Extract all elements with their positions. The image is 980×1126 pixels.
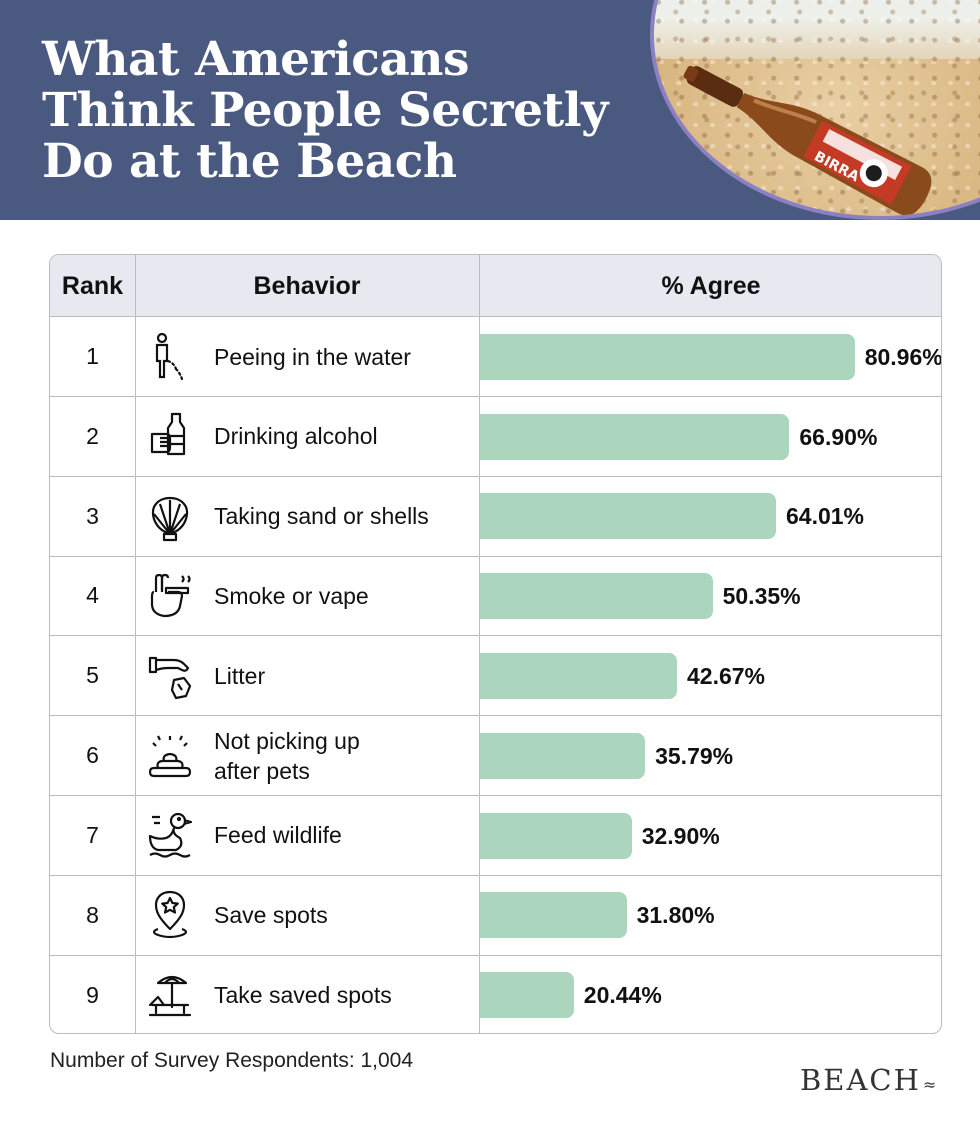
agree-bar — [479, 972, 574, 1019]
agree-value-label: 35.79% — [655, 742, 734, 769]
table-row: 9 Take saved spots 20.44% — [50, 955, 941, 1033]
behavior-label: Take saved spots — [214, 982, 392, 1009]
rank-cell: 2 — [86, 422, 99, 449]
column-header-agree: % Agree — [661, 272, 761, 300]
title-line-3: Do at the Beach — [42, 134, 457, 189]
page-title: What Americans Think People Secretly Do … — [42, 34, 642, 187]
agree-bar — [479, 333, 855, 380]
agree-bar — [479, 653, 677, 700]
column-divider-behavior — [479, 255, 480, 1033]
seashell-icon — [148, 489, 192, 543]
table-row: 8 Save spots 31.80% — [50, 876, 941, 956]
agree-value-label: 42.67% — [687, 663, 766, 690]
agree-bar — [479, 413, 790, 460]
beach-logo: BEACH ≈ — [800, 1063, 936, 1097]
behavior-label: Save spots — [214, 902, 328, 929]
rank-cell: 5 — [86, 662, 99, 689]
pet-waste-icon — [148, 729, 192, 783]
title-line-1: What Americans — [42, 32, 469, 87]
table-row: 6 Not picking up after pets 35.79% — [50, 716, 941, 796]
column-header-rank: Rank — [61, 272, 124, 300]
agree-value-label: 20.44% — [583, 982, 662, 1009]
hand-cigarette-icon — [148, 569, 192, 623]
table-row: 1 Peeing in the water 80.96% — [50, 317, 941, 397]
title-line-2: Think People Secretly — [42, 83, 608, 138]
agree-bar — [479, 493, 776, 540]
agree-bar — [479, 732, 646, 779]
behavior-label: Smoke or vape — [214, 582, 369, 609]
behavior-label: Litter — [214, 662, 266, 689]
agree-value-label: 80.96% — [864, 343, 942, 370]
duck-icon — [148, 808, 193, 862]
table-row: 3 Taking sand or shells 64.01% — [50, 477, 941, 557]
wave-icon: ≈ — [922, 1075, 937, 1094]
column-divider-rank — [135, 255, 136, 1033]
respondents-note: Number of Survey Respondents: 1,004 — [50, 1049, 414, 1072]
table-row: 5 Litter 42.67% — [50, 636, 941, 717]
sea-water — [654, 0, 980, 59]
agree-value-label: 64.01% — [786, 503, 865, 530]
logo-text: BEACH — [800, 1063, 921, 1097]
behavior-table: Rank Behavior % Agree 1 Peeing in the wat… — [49, 254, 942, 1034]
agree-value-label: 31.80% — [636, 902, 715, 929]
behavior-label: Drinking alcohol — [214, 423, 378, 450]
hand-dropping-trash-icon — [148, 649, 192, 703]
table-row: 2 Drinking alcohol 66.90% — [50, 397, 941, 477]
table-header: Rank Behavior % Agree — [50, 255, 941, 317]
rank-cell: 8 — [86, 901, 99, 928]
agree-bar — [479, 573, 713, 620]
rank-cell: 4 — [86, 582, 99, 609]
table-row: 7 Feed wildlife 32.90% — [50, 796, 941, 876]
agree-bar — [479, 812, 632, 859]
agree-value-label: 66.90% — [799, 423, 878, 450]
behavior-label: Taking sand or shells — [214, 503, 429, 530]
location-pin-icon — [148, 888, 192, 942]
column-header-behavior: Behavior — [253, 272, 361, 300]
table-row: 4 Smoke or vape 50.35% — [50, 556, 941, 637]
peeing-person-icon — [148, 330, 192, 384]
agree-bar — [479, 892, 627, 939]
rank-cell: 9 — [86, 981, 99, 1008]
header-banner: What Americans Think People Secretly Do … — [0, 0, 980, 220]
behavior-label: Not picking up after pets — [214, 727, 360, 784]
rank-cell: 7 — [86, 821, 99, 848]
agree-value-label: 50.35% — [722, 583, 801, 610]
behavior-label: Peeing in the water — [214, 343, 411, 370]
bottle-illustration: BIRRA — [683, 65, 932, 216]
hand-holding-bottle-icon — [148, 409, 192, 463]
rank-cell: 6 — [86, 742, 99, 768]
beach-chair-umbrella-icon — [148, 968, 192, 1022]
behavior-label: Feed wildlife — [214, 822, 342, 849]
beach-bottle-photo: BIRRA — [650, 0, 980, 220]
rank-cell: 3 — [86, 502, 99, 529]
rank-cell: 1 — [86, 343, 99, 369]
agree-value-label: 32.90% — [641, 822, 720, 849]
